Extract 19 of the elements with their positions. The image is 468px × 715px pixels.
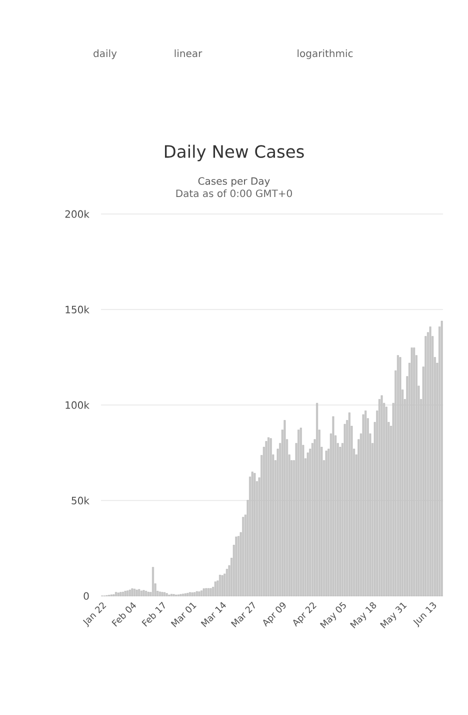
x-tick-label: Feb 04 bbox=[112, 602, 136, 627]
text: linear bbox=[174, 49, 202, 58]
y-tick-label: 200k bbox=[65, 210, 90, 218]
chart-subtitle: Cases per Day bbox=[198, 177, 270, 187]
y-tick-label: 50k bbox=[72, 496, 90, 504]
x-tick-label: Mar 14 bbox=[200, 602, 226, 628]
x-tick-label: Apr 22 bbox=[293, 602, 317, 627]
text: daily bbox=[94, 49, 117, 60]
y-tick-label: 0 bbox=[84, 592, 89, 600]
y-tick-label: 150k bbox=[66, 306, 90, 314]
x-tick-label: Mar 01 bbox=[170, 602, 196, 628]
chart-title: Daily New Cases bbox=[164, 144, 304, 162]
text: Data as of 0:00 GMT+0 bbox=[176, 189, 292, 198]
text: logarithmic bbox=[298, 49, 353, 60]
x-tick-label: Apr 09 bbox=[263, 602, 286, 627]
y-tick-label: 100k bbox=[66, 401, 90, 409]
x-tick-label: Jan 22 bbox=[82, 602, 106, 628]
x-tick-label: Feb 17 bbox=[142, 602, 165, 627]
x-tick-label: Jun 13 bbox=[413, 602, 436, 628]
